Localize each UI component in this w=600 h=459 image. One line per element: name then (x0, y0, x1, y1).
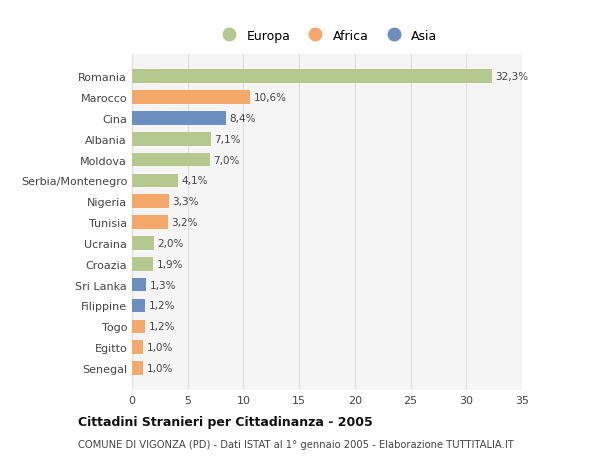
Bar (132, 361, 143, 375)
Text: 1,0%: 1,0% (146, 363, 173, 373)
Text: Cittadini Stranieri per Cittadinanza - 2005: Cittadini Stranieri per Cittadinanza - 2… (78, 415, 373, 429)
Text: 4,1%: 4,1% (181, 176, 208, 186)
Text: 32,3%: 32,3% (495, 72, 529, 82)
Text: COMUNE DI VIGONZA (PD) - Dati ISTAT al 1° gennaio 2005 - Elaborazione TUTTITALIA: COMUNE DI VIGONZA (PD) - Dati ISTAT al 1… (78, 440, 514, 449)
Text: 7,0%: 7,0% (214, 155, 240, 165)
Text: 3,3%: 3,3% (172, 197, 199, 207)
Text: 3,2%: 3,2% (171, 218, 197, 228)
Bar (132, 133, 211, 146)
Bar (132, 341, 143, 354)
Bar (132, 70, 492, 84)
Text: 2,0%: 2,0% (158, 238, 184, 248)
Bar (132, 237, 154, 250)
Bar (132, 278, 146, 292)
Bar (132, 91, 250, 105)
Bar (132, 257, 153, 271)
Bar (132, 174, 178, 188)
Bar (132, 195, 169, 208)
Text: 10,6%: 10,6% (253, 93, 286, 103)
Text: 1,9%: 1,9% (157, 259, 183, 269)
Legend: Europa, Africa, Asia: Europa, Africa, Asia (212, 24, 443, 47)
Bar (132, 216, 167, 230)
Text: 8,4%: 8,4% (229, 114, 256, 123)
Text: 1,0%: 1,0% (146, 342, 173, 353)
Bar (132, 320, 145, 333)
Bar (132, 299, 145, 313)
Text: 1,3%: 1,3% (150, 280, 176, 290)
Text: 1,2%: 1,2% (149, 322, 175, 331)
Text: 7,1%: 7,1% (214, 134, 241, 145)
Text: 1,2%: 1,2% (149, 301, 175, 311)
Bar (132, 153, 210, 167)
Bar (132, 112, 226, 125)
